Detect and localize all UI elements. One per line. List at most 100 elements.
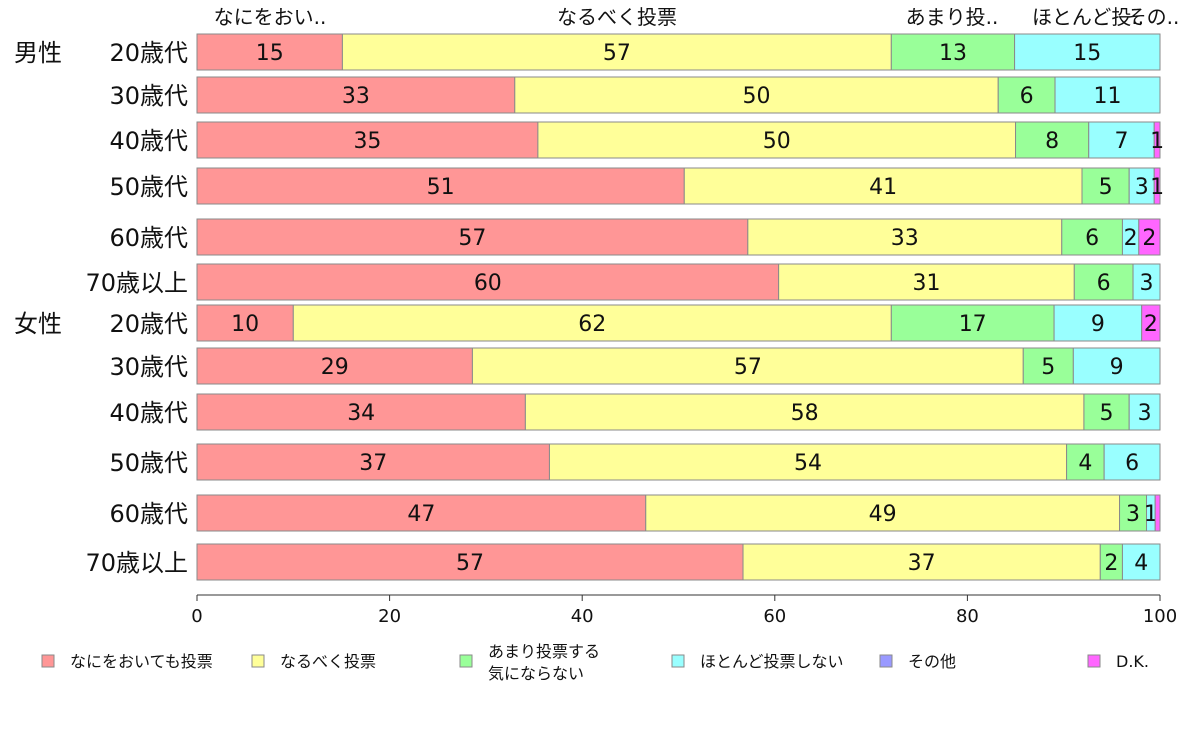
legend-swatch (1087, 654, 1101, 668)
x-tick-label: 80 (956, 606, 979, 627)
data-label: 47 (407, 502, 435, 527)
bar-segment (1014, 33, 1161, 71)
data-label: 17 (959, 312, 987, 337)
bar-segment (1138, 218, 1161, 256)
category-label: 60歳代 (109, 500, 188, 528)
bar-segment (1154, 494, 1161, 532)
bar-segment (548, 443, 1068, 481)
data-label: 1 (1150, 175, 1164, 200)
bar-segment (292, 304, 892, 342)
bar-segment (1061, 218, 1123, 256)
data-label: 57 (458, 226, 486, 251)
bar-segment (196, 76, 516, 114)
bar-segment (742, 543, 1101, 581)
data-label: 5 (1099, 175, 1113, 200)
bar-segment (196, 443, 550, 481)
bar-segment (196, 218, 749, 256)
legend-label: ほとんど投票しない (700, 652, 844, 671)
top-series-label: なにをおい.. (214, 5, 327, 29)
data-label: 5 (1100, 401, 1114, 426)
bar-segment (196, 494, 647, 532)
bar-segment (1103, 443, 1161, 481)
bar-segment (1053, 304, 1143, 342)
bar-segment (196, 263, 780, 301)
data-label: 6 (1125, 451, 1139, 476)
data-label: 9 (1091, 312, 1105, 337)
legend-swatch (671, 654, 685, 668)
bar-segment (1128, 393, 1161, 431)
legend-label: なるべく投票 (280, 652, 376, 671)
legend-swatch (41, 654, 55, 668)
bar-segment (645, 494, 1121, 532)
bar-segment (1141, 304, 1161, 342)
bar-segment (890, 33, 1016, 71)
data-label: 4 (1078, 451, 1092, 476)
bar-segment (524, 393, 1085, 431)
bar-segment (196, 543, 744, 581)
data-label: 3 (1140, 271, 1154, 296)
bar-segment (683, 167, 1083, 205)
category-label: 70歳以上 (85, 549, 188, 577)
top-series-label: ほとんど投.. (1032, 5, 1144, 29)
category-label: 50歳代 (109, 173, 188, 201)
data-label: 11 (1094, 84, 1122, 109)
bar-segment (1073, 263, 1134, 301)
category-label: 20歳代 (109, 310, 188, 338)
data-label: 9 (1110, 355, 1124, 380)
bar-segment (1072, 347, 1161, 385)
category-label: 60歳代 (109, 224, 188, 252)
data-label: 15 (1073, 41, 1101, 66)
bar-segment (196, 347, 473, 385)
data-label: 31 (912, 271, 940, 296)
data-label: 6 (1097, 271, 1111, 296)
data-label: 5 (1041, 355, 1055, 380)
data-label: 60 (474, 271, 502, 296)
bar-segment (471, 347, 1024, 385)
group-label: 女性 (14, 310, 62, 338)
x-tick-label: 40 (571, 606, 594, 627)
legend-label: あまり投票する (488, 642, 600, 661)
data-label: 57 (603, 41, 631, 66)
data-label: 15 (256, 41, 284, 66)
data-label: 6 (1020, 84, 1034, 109)
data-label: 2 (1144, 312, 1158, 337)
data-label: 34 (347, 401, 375, 426)
bar-segment (196, 33, 343, 71)
legend-label: なにをおいても投票 (70, 652, 213, 671)
data-label: 57 (456, 551, 484, 576)
bar-segment (514, 76, 999, 114)
data-label: 2 (1142, 226, 1156, 251)
legend-swatch (459, 654, 473, 668)
bar-segment (1088, 121, 1155, 159)
category-label: 30歳代 (109, 353, 188, 381)
data-label: 49 (869, 502, 897, 527)
x-tick-label: 20 (378, 606, 401, 627)
bar-segment (1132, 263, 1161, 301)
legend-swatch (879, 654, 893, 668)
bar-segment (778, 263, 1075, 301)
category-label: 40歳代 (109, 399, 188, 427)
category-label: 50歳代 (109, 449, 188, 477)
x-tick-label: 100 (1143, 606, 1177, 627)
bar-segment (1121, 543, 1161, 581)
data-label: 54 (794, 451, 822, 476)
data-label: 3 (1126, 502, 1140, 527)
bar-segment (1022, 347, 1074, 385)
data-label: 1 (1150, 129, 1164, 154)
category-label: 20歳代 (109, 39, 188, 67)
data-label: 37 (908, 551, 936, 576)
bar-segment (1119, 494, 1148, 532)
data-label: 13 (939, 41, 967, 66)
bar-segment (537, 121, 1017, 159)
data-label: 58 (791, 401, 819, 426)
data-label: 33 (342, 84, 370, 109)
bar-segment (1153, 167, 1161, 205)
legend-label: 気にならない (488, 664, 584, 683)
top-series-label: なるべく投票 (557, 5, 677, 29)
bar-segment (890, 304, 1055, 342)
data-label: 1 (1144, 502, 1158, 527)
legend-label: その他 (908, 652, 956, 671)
data-label: 8 (1045, 129, 1059, 154)
data-label: 37 (359, 451, 387, 476)
bar-segment (1015, 121, 1090, 159)
